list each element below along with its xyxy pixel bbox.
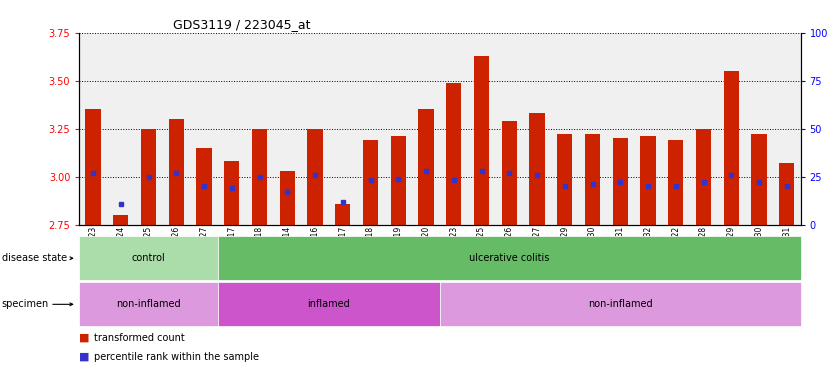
Bar xyxy=(141,129,156,225)
Text: percentile rank within the sample: percentile rank within the sample xyxy=(94,352,259,362)
Bar xyxy=(197,148,212,225)
Bar xyxy=(585,134,600,225)
Text: non-inflamed: non-inflamed xyxy=(116,299,181,310)
Bar xyxy=(335,204,350,225)
Bar xyxy=(419,109,434,225)
Bar xyxy=(168,119,184,225)
Bar xyxy=(252,129,267,225)
Bar xyxy=(224,161,239,225)
Bar xyxy=(668,140,683,225)
Bar xyxy=(279,171,295,225)
Bar xyxy=(779,163,795,225)
Text: GDS3119 / 223045_at: GDS3119 / 223045_at xyxy=(173,18,310,31)
Bar xyxy=(641,136,656,225)
Text: ■: ■ xyxy=(79,352,90,362)
Text: transformed count: transformed count xyxy=(94,333,185,343)
Bar xyxy=(85,109,101,225)
Bar xyxy=(308,129,323,225)
Text: non-inflamed: non-inflamed xyxy=(588,299,652,310)
Text: ■: ■ xyxy=(79,333,90,343)
Text: control: control xyxy=(132,253,165,263)
Bar xyxy=(446,83,461,225)
Bar xyxy=(390,136,406,225)
Bar xyxy=(502,121,517,225)
Bar xyxy=(474,56,490,225)
Bar xyxy=(724,71,739,225)
Bar xyxy=(113,215,128,225)
Bar xyxy=(363,140,378,225)
Text: disease state: disease state xyxy=(2,253,67,263)
Bar xyxy=(613,138,628,225)
Text: inflamed: inflamed xyxy=(308,299,350,310)
Bar xyxy=(751,134,766,225)
Bar xyxy=(557,134,572,225)
Text: ulcerative colitis: ulcerative colitis xyxy=(469,253,550,263)
Bar xyxy=(696,129,711,225)
Bar xyxy=(530,113,545,225)
Text: specimen: specimen xyxy=(2,299,49,310)
